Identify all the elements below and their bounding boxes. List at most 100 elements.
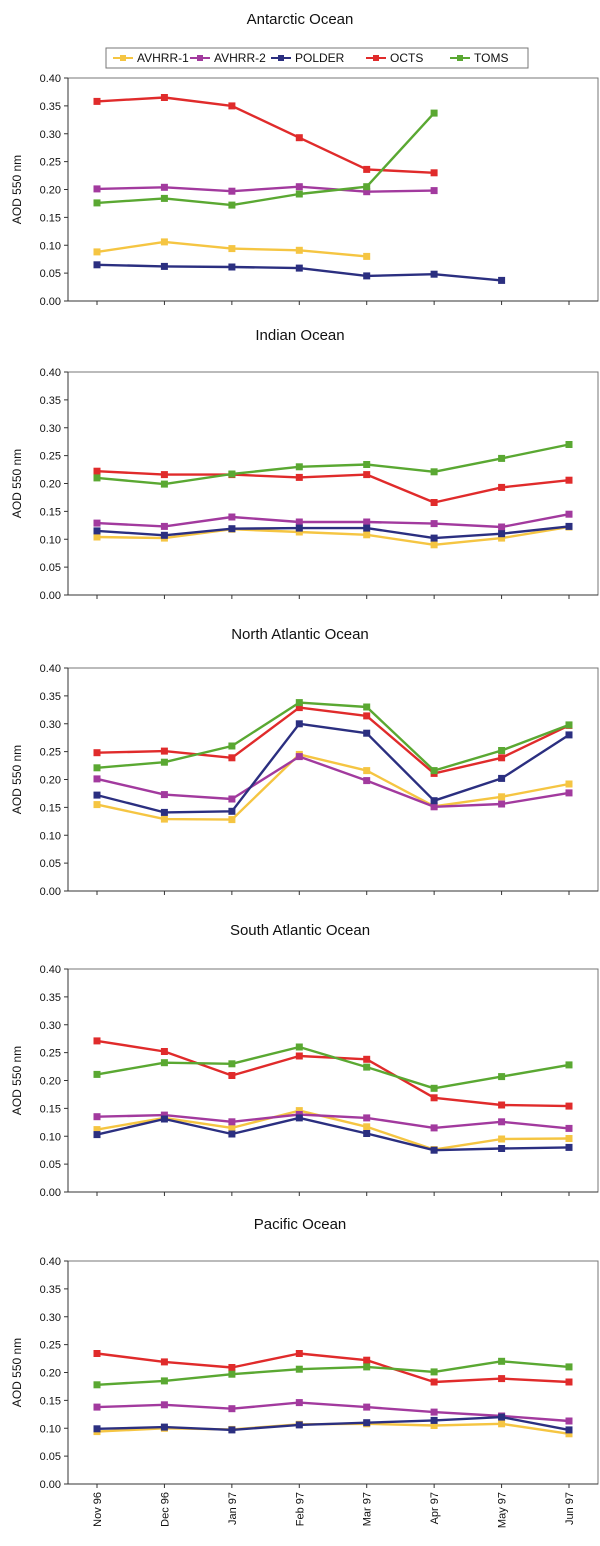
data-point-avhrr-1 (363, 767, 371, 775)
chart-title: Antarctic Ocean (247, 11, 354, 28)
y-tick-label: 0.05 (40, 858, 61, 870)
series-line-avhrr-2 (96, 755, 570, 808)
legend-swatch-marker-avhrr-2 (197, 55, 203, 61)
data-point-avhrr-2 (363, 1403, 371, 1411)
data-point-octs (93, 467, 101, 475)
data-point-avhrr-2 (430, 1408, 438, 1416)
chart-title: Pacific Ocean (254, 1216, 347, 1233)
data-point-polder (93, 261, 101, 269)
data-point-avhrr-2 (295, 183, 303, 191)
y-tick-label: 0.10 (40, 1423, 61, 1435)
data-point-octs (160, 1048, 168, 1055)
data-point-avhrr-1 (160, 238, 168, 246)
series-polder (93, 261, 506, 284)
series-line-avhrr-2 (96, 513, 570, 529)
data-point-polder (93, 1425, 101, 1433)
data-point-octs (363, 1356, 371, 1364)
data-point-polder (228, 807, 236, 815)
legend-label-polder: POLDER (295, 51, 345, 65)
data-point-octs (430, 499, 438, 506)
series-line-polder (96, 722, 570, 814)
y-tick-label: 0.00 (40, 1187, 61, 1199)
chart-panel: South Atlantic Ocean AOD 550 nm 0.00 0.05 0.… (10, 922, 599, 1199)
y-tick-label: 0.25 (40, 451, 61, 463)
data-point-polder (295, 1114, 303, 1122)
y-tick-label: 0.20 (40, 185, 61, 197)
data-point-polder (295, 1421, 303, 1429)
plot-area (67, 1260, 599, 1485)
series-line-toms (96, 443, 570, 486)
y-tick-label: 0.25 (40, 157, 61, 169)
data-point-octs (430, 169, 438, 177)
data-point-polder (93, 527, 101, 535)
data-point-octs (160, 747, 168, 755)
data-point-avhrr-1 (565, 780, 573, 788)
data-point-avhrr-1 (363, 531, 371, 539)
data-point-polder (160, 1115, 168, 1123)
data-point-toms (93, 199, 101, 207)
series-polder (93, 1114, 573, 1154)
data-point-polder (295, 264, 303, 272)
data-point-avhrr-1 (93, 533, 101, 541)
data-point-toms (93, 474, 101, 482)
series-line-toms (96, 701, 570, 772)
x-tick-label: Nov 96 (92, 1492, 104, 1527)
data-point-avhrr-2 (295, 1399, 303, 1407)
data-point-octs (228, 1072, 236, 1079)
data-point-polder (93, 1131, 101, 1139)
data-point-polder (498, 1413, 506, 1421)
y-tick-label: 0.25 (40, 1048, 61, 1060)
data-point-toms (295, 190, 303, 198)
data-point-toms (430, 767, 438, 775)
data-point-avhrr-1 (295, 246, 303, 254)
data-point-polder (565, 1426, 573, 1434)
data-point-octs (295, 1350, 303, 1357)
data-point-toms (295, 1365, 303, 1373)
series-line-avhrr-2 (96, 1401, 570, 1423)
data-point-octs (93, 97, 101, 105)
legend-label-octs: OCTS (390, 51, 423, 65)
data-point-polder (430, 270, 438, 278)
y-tick-label: 0.00 (40, 590, 61, 602)
data-point-avhrr-2 (363, 518, 371, 526)
series-line-toms (96, 112, 435, 207)
y-tick-label: 0.35 (40, 691, 61, 703)
y-tick-label: 0.10 (40, 1131, 61, 1143)
data-point-octs (295, 1052, 303, 1060)
y-tick-label: 0.20 (40, 775, 61, 787)
data-point-octs (498, 1375, 506, 1383)
data-point-toms (228, 201, 236, 209)
data-point-toms (498, 454, 506, 462)
data-point-polder (228, 525, 236, 533)
y-tick-label: 0.20 (40, 1076, 61, 1088)
data-point-avhrr-2 (565, 789, 573, 797)
data-point-polder (430, 797, 438, 805)
data-point-avhrr-1 (228, 816, 236, 824)
data-point-octs (498, 1101, 506, 1109)
y-tick-label: 0.35 (40, 1284, 61, 1296)
y-tick-label: 0.15 (40, 802, 61, 814)
data-point-avhrr-2 (160, 183, 168, 191)
data-point-octs (295, 134, 303, 142)
data-point-avhrr-2 (498, 800, 506, 808)
data-point-octs (498, 483, 506, 491)
data-point-octs (363, 471, 371, 479)
series-toms (93, 699, 573, 775)
data-point-polder (295, 720, 303, 728)
data-point-toms (295, 1043, 303, 1051)
data-point-avhrr-2 (565, 1417, 573, 1425)
legend-label-avhrr-2: AVHRR-2 (214, 51, 266, 65)
data-point-toms (565, 1363, 573, 1371)
data-point-toms (363, 1063, 371, 1071)
y-tick-label: 0.20 (40, 1368, 61, 1380)
data-point-octs (363, 165, 371, 173)
data-point-octs (228, 1364, 236, 1371)
y-tick-label: 0.05 (40, 268, 61, 280)
data-point-polder (363, 1130, 371, 1137)
chart-panel: North Atlantic Ocean AOD 550 nm 0.00 0.05 0.… (10, 626, 599, 898)
series-line-polder (96, 1116, 570, 1152)
data-point-avhrr-1 (295, 528, 303, 536)
series-toms (93, 1043, 573, 1092)
data-point-avhrr-2 (295, 518, 303, 526)
